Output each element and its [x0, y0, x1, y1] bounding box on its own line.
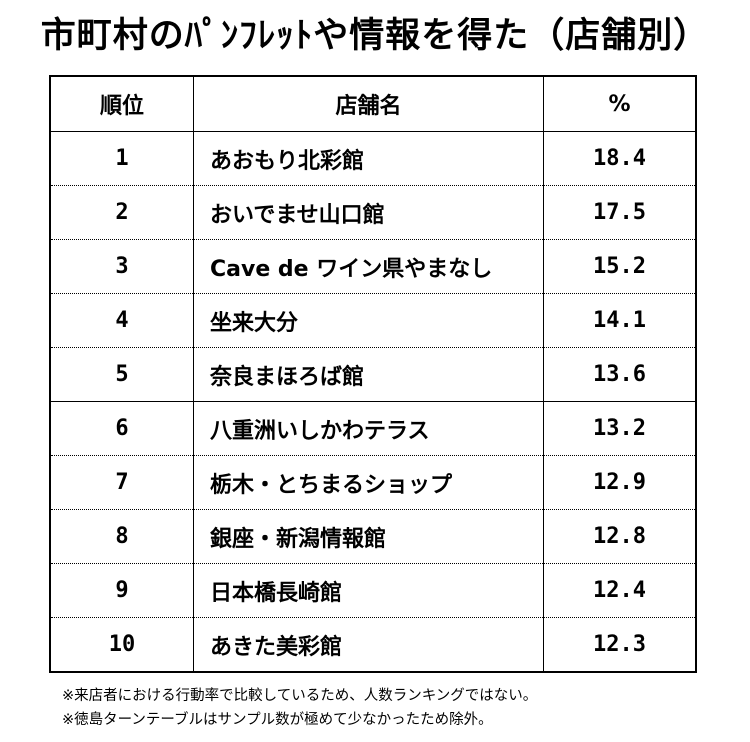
table-header-row: 順位 店舗名 %	[50, 76, 696, 132]
cell-store: 銀座・新潟情報館	[193, 509, 544, 564]
cell-store: 坐来大分	[193, 293, 544, 348]
table-row: 5 奈良まほろば館 13.6	[50, 347, 696, 402]
footnote: ※徳島ターンテーブルはサンプル数が極めて少なかったため除外。	[62, 712, 493, 728]
cell-rank: 7	[50, 455, 194, 510]
cell-rank: 3	[50, 239, 194, 294]
table-row: 1 あおもり北彩館 18.4	[50, 131, 696, 186]
cell-store: あおもり北彩館	[193, 131, 544, 186]
header-percent: %	[543, 76, 696, 132]
cell-percent: 12.4	[543, 563, 696, 618]
table-row: 4 坐来大分 14.1	[50, 293, 696, 348]
cell-store: 八重洲いしかわテラス	[193, 401, 544, 456]
footnote: ※来店者における行動率で比較しているため、人数ランキングではない。	[62, 688, 538, 704]
cell-percent: 13.6	[543, 347, 696, 402]
cell-percent: 12.9	[543, 455, 696, 510]
cell-rank: 10	[50, 617, 194, 672]
cell-rank: 8	[50, 509, 194, 564]
cell-percent: 18.4	[543, 131, 696, 186]
table-row: 7 栃木・とちまるショップ 12.9	[50, 455, 696, 510]
table-row: 3 Cave de ワイン県やまなし 15.2	[50, 239, 696, 294]
cell-percent: 17.5	[543, 185, 696, 240]
table-row: 8 銀座・新潟情報館 12.8	[50, 509, 696, 564]
cell-percent: 15.2	[543, 239, 696, 294]
header-rank: 順位	[50, 76, 194, 132]
table-row: 2 おいでませ山口館 17.5	[50, 185, 696, 240]
page-title: 市町村のﾊﾟﾝﾌﾚｯﾄや情報を得た（店舗別）	[40, 16, 710, 56]
cell-rank: 5	[50, 347, 194, 402]
cell-store: 日本橋長崎館	[193, 563, 544, 618]
header-store: 店舗名	[193, 76, 544, 132]
cell-store: Cave de ワイン県やまなし	[193, 239, 544, 294]
cell-rank: 6	[50, 401, 194, 456]
cell-store: あきた美彩館	[193, 617, 544, 672]
cell-percent: 13.2	[543, 401, 696, 456]
cell-percent: 12.3	[593, 632, 646, 657]
table-row: 6 八重洲いしかわテラス 13.2	[50, 401, 696, 456]
table-row: 9 日本橋長崎館 12.4	[50, 563, 696, 618]
cell-percent: 14.1	[543, 293, 696, 348]
ranking-table: 順位 店舗名 % 1 あおもり北彩館 18.4 2 おいでませ山口館 17.5 …	[49, 75, 697, 673]
cell-percent: 12.8	[543, 509, 696, 564]
cell-store: 奈良まほろば館	[193, 347, 544, 402]
cell-store: おいでませ山口館	[193, 185, 544, 240]
cell-rank: 1	[50, 131, 194, 186]
footnotes: ※来店者における行動率で比較しているため、人数ランキングではない。 ※徳島ターン…	[62, 684, 537, 732]
cell-rank: 4	[50, 293, 194, 348]
cell-rank: 9	[50, 563, 194, 618]
cell-store: 栃木・とちまるショップ	[193, 455, 544, 510]
cell-rank: 2	[50, 185, 194, 240]
table-row: 10 あきた美彩館 12.3	[50, 617, 696, 672]
